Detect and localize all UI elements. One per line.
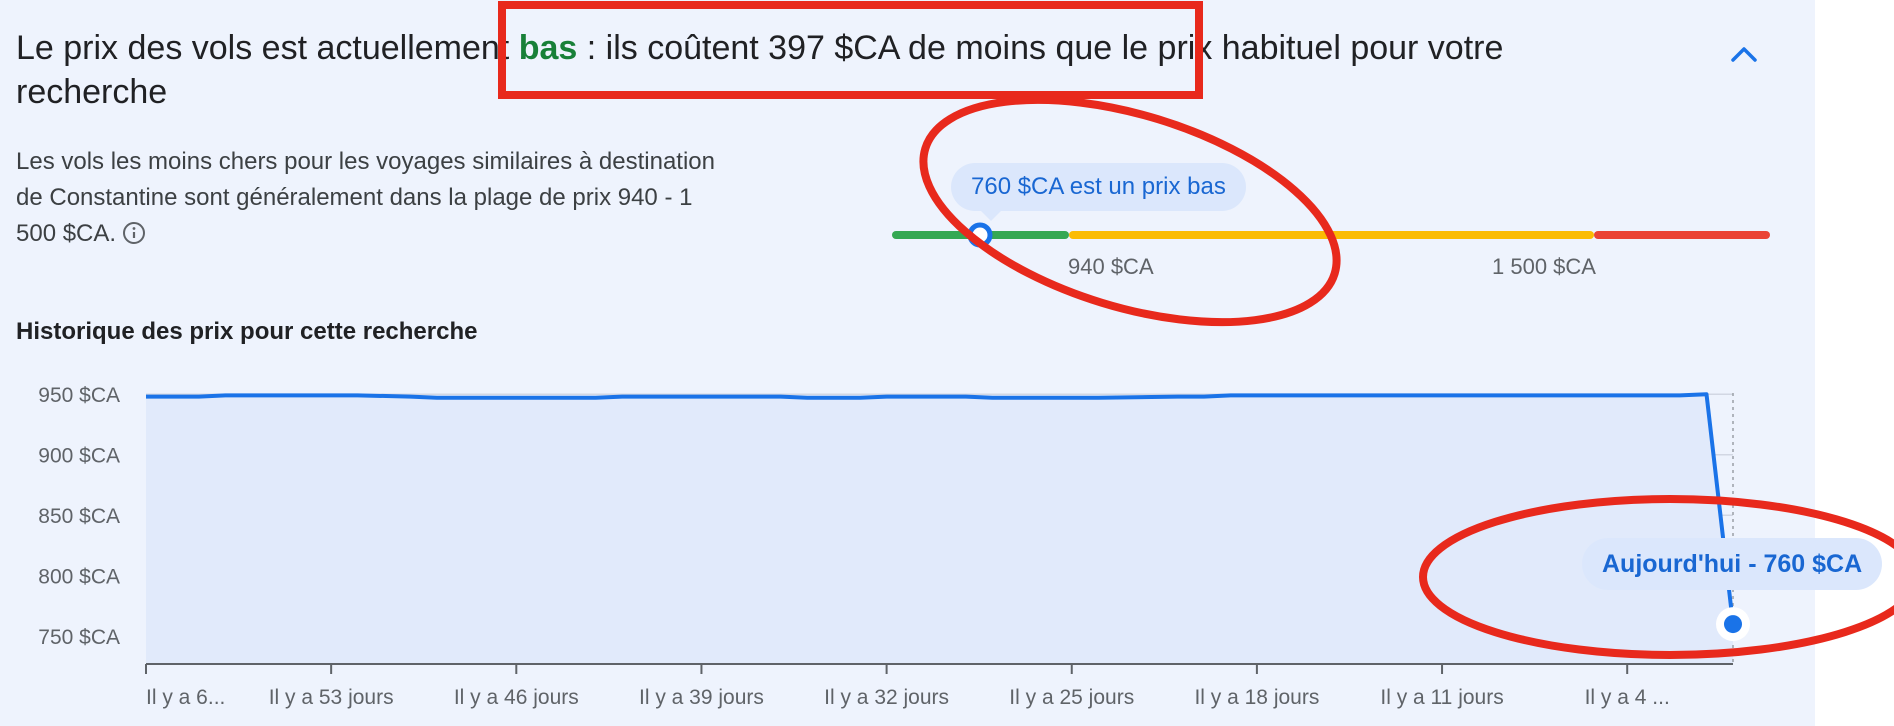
price-history-chart[interactable]: 750 $CA 800 $CA 850 $CA 900 $CA 950 $CA Il y… <box>0 360 1894 726</box>
typical-price-description: Les vols les moins chers pour les voyage… <box>16 144 736 252</box>
y-tick-label: 750 $CA <box>38 626 120 649</box>
today-price-tooltip: Aujourd'hui - 760 $CA <box>1582 538 1883 590</box>
collapse-button[interactable] <box>1724 34 1764 74</box>
description-text: Les vols les moins chers pour les voyage… <box>16 148 715 247</box>
y-tick-label: 800 $CA <box>38 566 120 589</box>
current-price-tooltip: 760 $CA est un prix bas <box>951 163 1246 221</box>
price-history-area <box>146 394 1733 664</box>
x-tick-label: Il y a 18 jours <box>1194 686 1319 709</box>
price-history-title: Historique des prix pour cette recherche <box>16 318 478 345</box>
x-tick-label: Il y a 4 ... <box>1585 686 1670 709</box>
chevron-up-icon <box>1731 47 1757 62</box>
current-price-marker <box>967 222 993 248</box>
today-price-point[interactable] <box>1716 607 1750 642</box>
x-axis-labels: Il y a 6... Il y a 53 jours Il y a 46 jour… <box>145 664 1670 709</box>
headline-text-start: Le prix des vols est actuellement <box>16 29 519 67</box>
x-tick-label: Il y a 32 jours <box>824 686 949 709</box>
y-axis-labels: 750 $CA 800 $CA 850 $CA 900 $CA 950 $CA <box>38 384 120 649</box>
x-tick-label: Il y a 53 jours <box>269 686 394 709</box>
range-high-threshold-label: 1 500 $CA <box>1492 254 1596 279</box>
x-tick-label: Il y a 11 jours <box>1380 686 1503 709</box>
price-range-track <box>892 222 1770 248</box>
y-tick-label: 850 $CA <box>38 505 120 528</box>
price-history-line <box>146 392 1735 625</box>
info-icon[interactable] <box>122 221 146 245</box>
y-tick-label: 950 $CA <box>38 384 120 407</box>
x-tick-label: Il y a 6... <box>146 686 225 709</box>
x-tick-label: Il y a 25 jours <box>1009 686 1134 709</box>
price-range-bar: 760 $CA est un prix bas 940 $CA 1 500 $C… <box>0 0 1894 300</box>
today-point-dot <box>1724 615 1742 634</box>
range-low-threshold-label: 940 $CA <box>1068 254 1154 279</box>
x-tick-label: Il y a 46 jours <box>454 686 579 709</box>
y-tick-label: 900 $CA <box>38 445 120 468</box>
x-tick-label: Il y a 39 jours <box>639 686 764 709</box>
